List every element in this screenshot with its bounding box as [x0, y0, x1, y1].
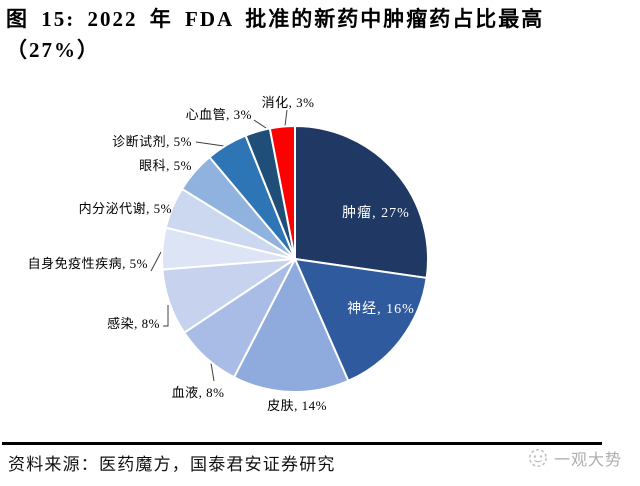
pie-slice-0	[294, 125, 430, 279]
source-divider-line	[2, 442, 602, 445]
figure-title: 图 15: 2022 年 FDA 批准的新药中肿瘤药占比最高 （27%）	[6, 4, 626, 66]
label-leader-line	[253, 119, 267, 129]
pie-label-8: 诊断试剂, 5%	[112, 134, 192, 149]
pie-label-1: 神经, 16%	[347, 301, 415, 317]
pie-label-2: 皮肤, 14%	[267, 398, 327, 413]
pie-label-9: 心血管, 3%	[186, 107, 252, 122]
figure-title-line2: （27%）	[6, 38, 100, 62]
pie-slice-1	[294, 258, 428, 382]
pie-label-5: 自身免疫性疾病, 5%	[28, 256, 148, 271]
label-leader-line	[195, 141, 225, 147]
watermark-text: 一观大势	[554, 452, 623, 469]
pie-slice-10	[268, 124, 296, 260]
label-leader-line	[284, 109, 288, 127]
pie-label-7: 眼科, 5%	[139, 158, 192, 173]
source-note: 资料来源：医药魔方，国泰君安证券研究	[8, 455, 336, 474]
label-leader-line	[210, 362, 215, 382]
yiguandashi-logo-icon	[529, 449, 547, 467]
pie-label-3: 血液, 8%	[172, 385, 225, 400]
label-leader-line	[163, 305, 169, 327]
pie-label-10: 消化, 3%	[262, 95, 315, 110]
pie-slice-2	[233, 258, 350, 393]
watermark: 一观大势	[527, 446, 622, 470]
figure-title-line1: 图 15: 2022 年 FDA 批准的新药中肿瘤药占比最高	[6, 7, 545, 31]
pie-label-6: 内分泌代谢, 5%	[79, 201, 172, 216]
pie-label-4: 感染, 8%	[107, 316, 160, 331]
pie-label-0: 肿瘤, 27%	[342, 204, 410, 221]
label-leader-line	[150, 251, 162, 272]
